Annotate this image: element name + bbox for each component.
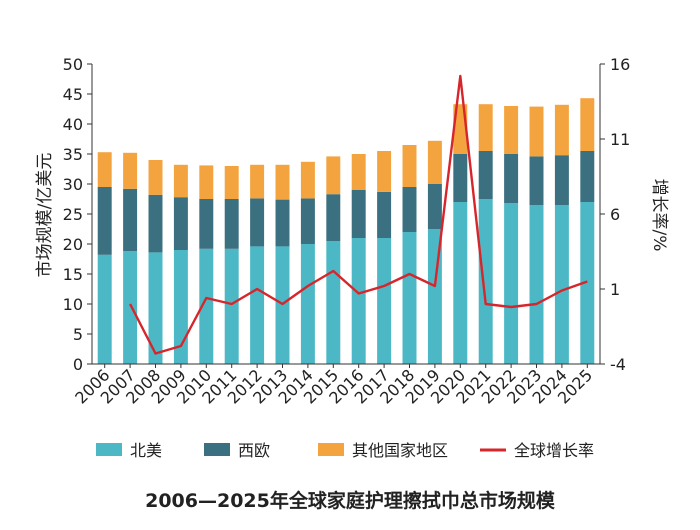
- bars-layer: [97, 98, 595, 364]
- bar-segment-2015: [326, 194, 341, 241]
- bar-segment-2017: [377, 191, 392, 238]
- bar-segment-2017: [377, 238, 392, 364]
- bar-segment-2011: [224, 166, 239, 199]
- bar-segment-2016: [351, 238, 366, 364]
- y-right-tick-label: -4: [610, 355, 626, 374]
- y-left-tick-label: 20: [63, 235, 83, 254]
- legend-swatch: [204, 443, 230, 456]
- y-right-tick-label: 6: [610, 205, 620, 224]
- bar-segment-2012: [250, 246, 265, 364]
- bar-segment-2014: [300, 198, 315, 244]
- bar-segment-2009: [173, 250, 188, 364]
- bar-segment-2008: [148, 160, 163, 195]
- bar-segment-2007: [123, 251, 138, 364]
- bar-segment-2018: [402, 187, 417, 232]
- bar-segment-2013: [275, 164, 290, 200]
- bar-segment-2011: [224, 248, 239, 364]
- y-axis-right-label: 增长率/%: [649, 179, 669, 252]
- bar-segment-2021: [478, 199, 493, 364]
- bar-segment-2025: [580, 151, 595, 202]
- bar-segment-2023: [529, 156, 544, 205]
- bar-segment-2024: [554, 104, 569, 156]
- bar-segment-2019: [427, 140, 442, 184]
- bar-segment-2025: [580, 98, 595, 151]
- y-axis-left-label: 市场规模/亿美元: [35, 153, 55, 278]
- bar-segment-2013: [275, 246, 290, 364]
- bar-segment-2024: [554, 205, 569, 364]
- bar-segment-2006: [97, 152, 112, 187]
- legend-layer: 北美 西欧 其他国家地区 全球增长率: [96, 441, 594, 460]
- bar-segment-2012: [250, 198, 265, 247]
- bar-segment-2023: [529, 205, 544, 364]
- bar-segment-2006: [97, 187, 112, 255]
- bar-segment-2014: [300, 161, 315, 199]
- y-left-tick-label: 40: [63, 115, 83, 134]
- bar-segment-2023: [529, 106, 544, 157]
- y-left-tick-label: 5: [73, 325, 83, 344]
- bar-segment-2018: [402, 232, 417, 364]
- legend-label: 西欧: [238, 441, 270, 460]
- bar-segment-2009: [173, 164, 188, 198]
- legend-swatch: [96, 443, 122, 456]
- y-right-tick-label: 16: [610, 55, 630, 74]
- bar-segment-2022: [504, 106, 519, 154]
- bar-segment-2020: [453, 154, 468, 202]
- bar-segment-2018: [402, 145, 417, 187]
- bar-segment-2013: [275, 199, 290, 247]
- line-layer: [129, 74, 588, 355]
- bar-segment-2020: [453, 202, 468, 364]
- bar-segment-2011: [224, 199, 239, 249]
- bar-segment-2006: [97, 254, 112, 364]
- y-left-tick-label: 45: [63, 85, 83, 104]
- y-right-tick-label: 11: [610, 130, 630, 149]
- bar-segment-2008: [148, 194, 163, 253]
- bar-segment-2014: [300, 244, 315, 364]
- legend-label: 全球增长率: [514, 441, 594, 460]
- bar-segment-2022: [504, 154, 519, 204]
- bar-segment-2019: [427, 184, 442, 229]
- bar-segment-2010: [199, 165, 214, 199]
- y-right-tick-label: 1: [610, 280, 620, 299]
- bar-segment-2010: [199, 199, 214, 249]
- bar-segment-2008: [148, 252, 163, 364]
- y-left-tick-label: 15: [63, 265, 83, 284]
- growth-rate-line: [129, 74, 588, 355]
- bar-segment-2024: [554, 155, 569, 205]
- bar-segment-2016: [351, 190, 366, 238]
- y-left-tick-label: 30: [63, 175, 83, 194]
- bar-segment-2015: [326, 241, 341, 364]
- bar-segment-2007: [123, 152, 138, 189]
- chart-title: 2006—2025年全球家庭护理擦拭巾总市场规模: [145, 490, 555, 512]
- bar-segment-2012: [250, 164, 265, 199]
- bar-segment-2015: [326, 156, 341, 195]
- bar-segment-2009: [173, 197, 188, 250]
- legend-swatch: [318, 443, 344, 456]
- bar-segment-2016: [351, 154, 366, 190]
- bar-segment-2022: [504, 203, 519, 364]
- y-left-tick-label: 35: [63, 145, 83, 164]
- bar-segment-2025: [580, 202, 595, 364]
- y-left-tick-label: 0: [73, 355, 83, 374]
- bar-segment-2021: [478, 151, 493, 199]
- y-left-tick-label: 50: [63, 55, 83, 74]
- y-left-tick-label: 25: [63, 205, 83, 224]
- bar-segment-2007: [123, 188, 138, 252]
- chart-svg: 05101520253035404550-4161116200620072008…: [35, 55, 669, 460]
- y-left-tick-label: 10: [63, 295, 83, 314]
- legend-label: 北美: [130, 441, 162, 460]
- bar-segment-2017: [377, 151, 392, 192]
- bar-segment-2010: [199, 248, 214, 364]
- axis-layer: 05101520253035404550-4161116200620072008…: [63, 55, 631, 408]
- legend-label: 其他国家地区: [352, 441, 448, 460]
- bar-segment-2021: [478, 104, 493, 151]
